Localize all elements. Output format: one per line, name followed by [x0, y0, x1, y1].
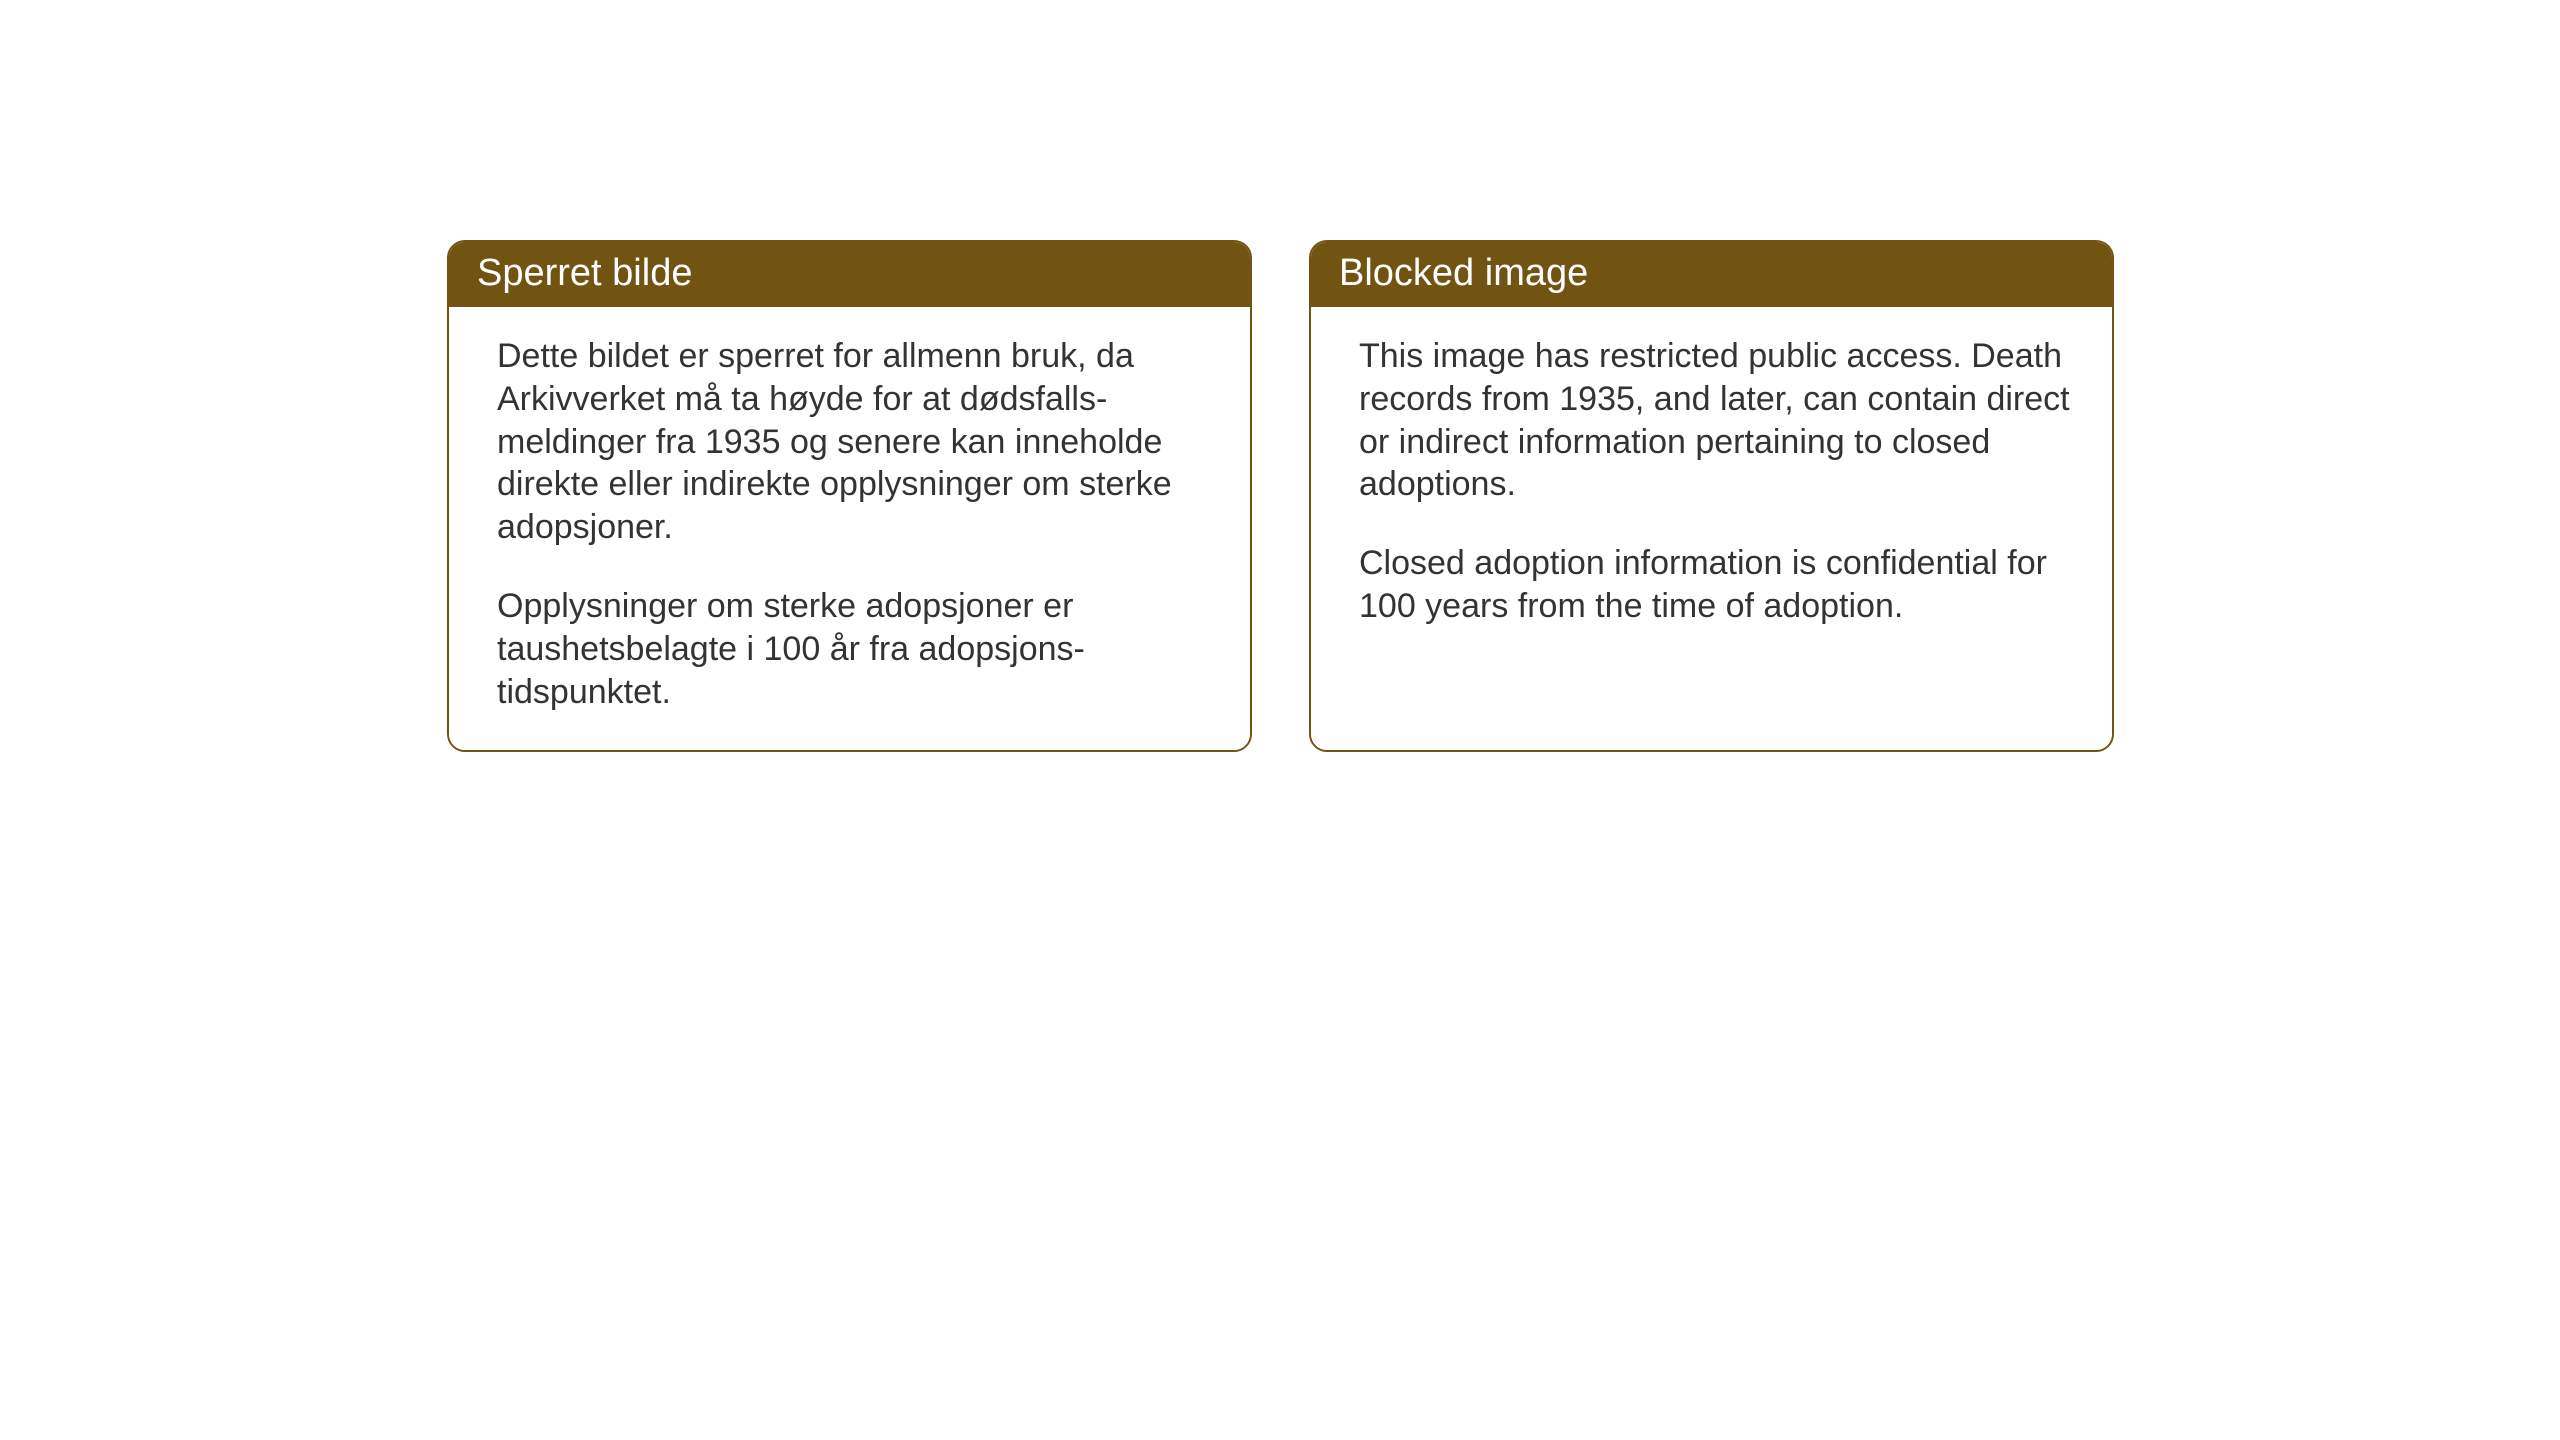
english-paragraph-1: This image has restricted public access.…	[1359, 335, 2072, 506]
english-panel: Blocked image This image has restricted …	[1309, 240, 2114, 752]
norwegian-panel: Sperret bilde Dette bildet er sperret fo…	[447, 240, 1252, 752]
notice-container: Sperret bilde Dette bildet er sperret fo…	[447, 240, 2114, 752]
norwegian-paragraph-2: Opplysninger om sterke adopsjoner er tau…	[497, 585, 1210, 713]
english-panel-body: This image has restricted public access.…	[1311, 307, 2112, 750]
english-paragraph-2: Closed adoption information is confident…	[1359, 542, 2072, 628]
norwegian-panel-body: Dette bildet er sperret for allmenn bruk…	[449, 307, 1250, 750]
english-panel-title: Blocked image	[1311, 242, 2112, 307]
norwegian-paragraph-1: Dette bildet er sperret for allmenn bruk…	[497, 335, 1210, 549]
norwegian-panel-title: Sperret bilde	[449, 242, 1250, 307]
